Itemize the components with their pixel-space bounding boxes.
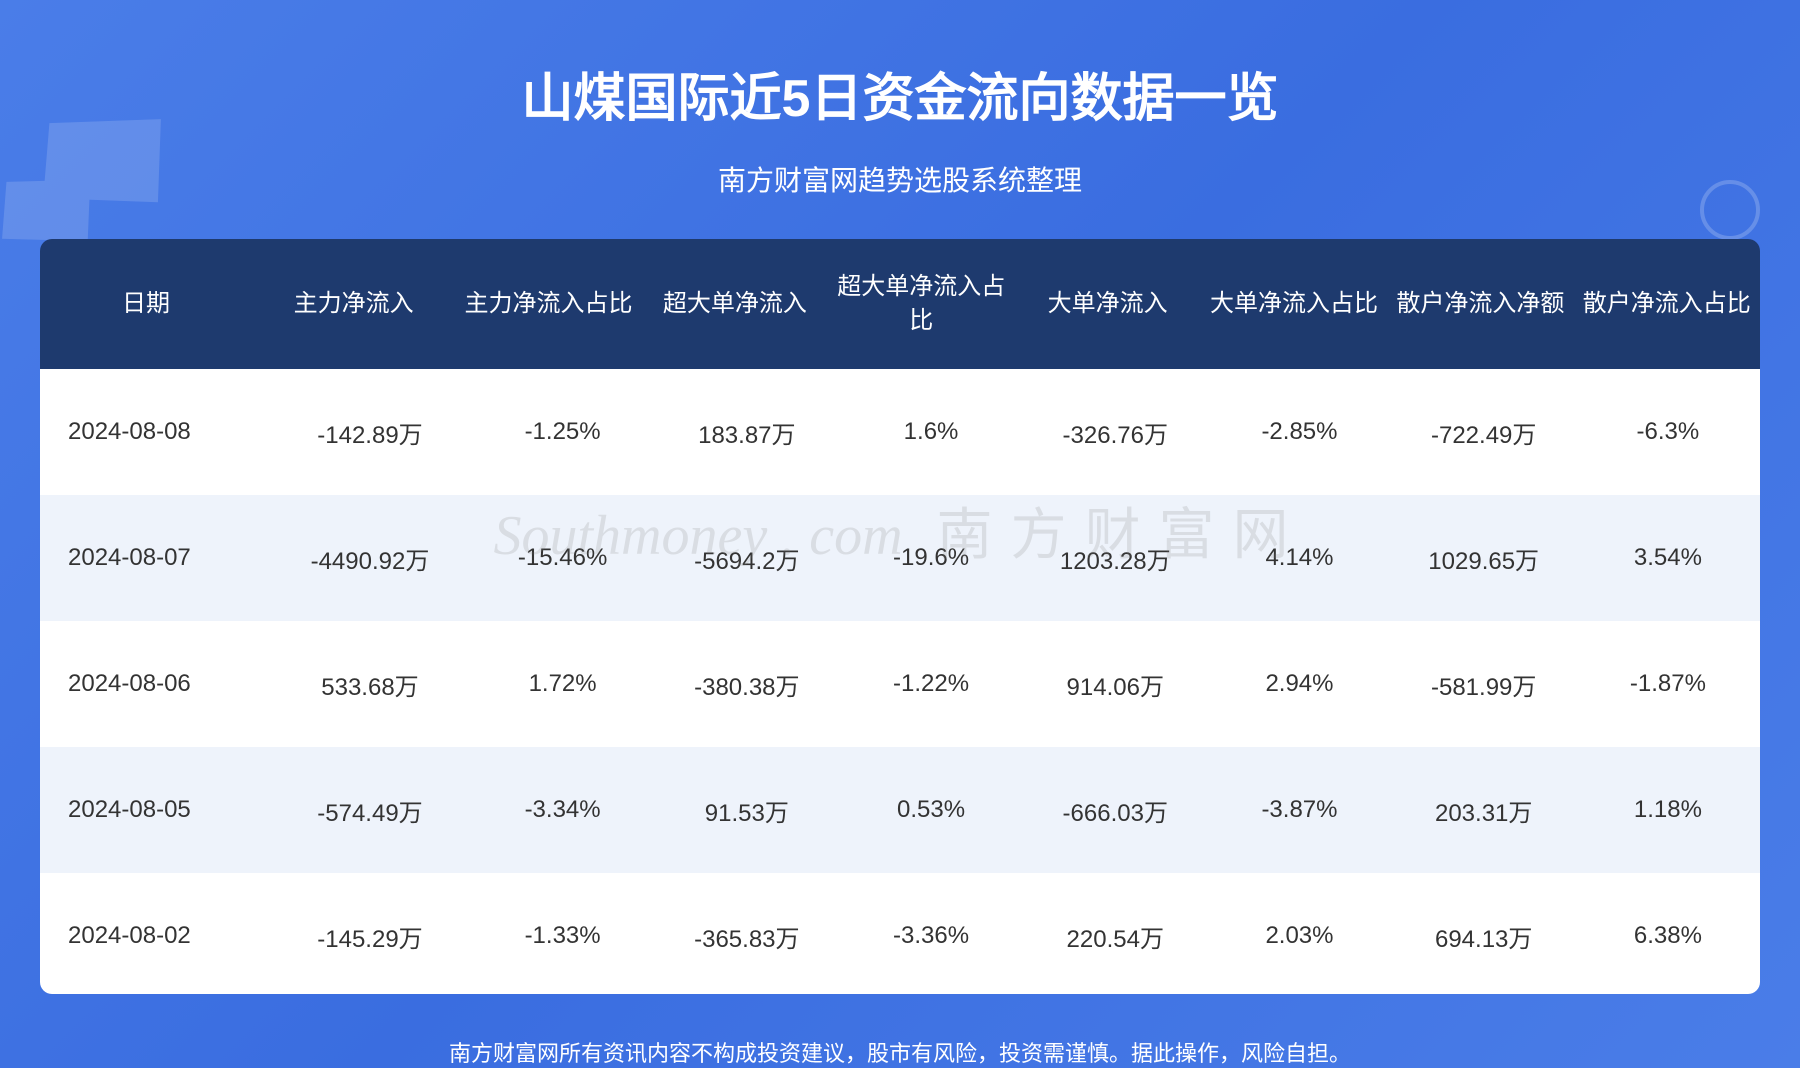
table-cell: -142.89万 xyxy=(269,415,470,450)
table-cell: -326.76万 xyxy=(1023,415,1207,450)
table-cell: 183.87万 xyxy=(655,415,839,450)
table-cell: -380.38万 xyxy=(655,667,839,702)
table-cell: -3.36% xyxy=(839,922,1023,950)
table-cell: 203.31万 xyxy=(1392,793,1576,828)
page-title: 山煤国际近5日资金流向数据一览 xyxy=(522,56,1279,131)
table-cell: 533.68万 xyxy=(269,667,470,702)
table-row: 2024-08-02-145.29万-1.33%-365.83万-3.36%22… xyxy=(40,873,1760,994)
table-row: 2024-08-05-574.49万-3.34%91.53万0.53%-666.… xyxy=(40,747,1760,873)
table-cell: -1.87% xyxy=(1576,670,1760,698)
table-cell: -6.3% xyxy=(1576,418,1760,446)
table-cell: 2024-08-02 xyxy=(40,922,269,950)
table-header-cell: 散户净流入净额 xyxy=(1387,287,1573,321)
table-cell: -2.85% xyxy=(1207,418,1391,446)
table-header-cell: 大单净流入占比 xyxy=(1201,287,1387,321)
table-cell: -15.46% xyxy=(470,544,654,572)
table-row: 2024-08-07-4490.92万-15.46%-5694.2万-19.6%… xyxy=(40,495,1760,621)
table-cell: 0.53% xyxy=(839,796,1023,824)
page-subtitle: 南方财富网趋势选股系统整理 xyxy=(718,159,1082,199)
table-cell: 2.03% xyxy=(1207,922,1391,950)
table-cell: 1.72% xyxy=(470,670,654,698)
table-cell: 2024-08-06 xyxy=(40,670,269,698)
data-table: 日期主力净流入主力净流入占比超大单净流入超大单净流入占比大单净流入大单净流入占比… xyxy=(40,239,1760,994)
table-header-row: 日期主力净流入主力净流入占比超大单净流入超大单净流入占比大单净流入大单净流入占比… xyxy=(40,239,1760,369)
table-cell: -722.49万 xyxy=(1392,415,1576,450)
table-header-cell: 主力净流入占比 xyxy=(455,287,641,321)
table-cell: -1.22% xyxy=(839,670,1023,698)
table-body: 2024-08-08-142.89万-1.25%183.87万1.6%-326.… xyxy=(40,369,1760,994)
table-cell: 2024-08-07 xyxy=(40,544,269,572)
table-cell: -145.29万 xyxy=(269,919,470,954)
table-cell: 4.14% xyxy=(1207,544,1391,572)
table-cell: 6.38% xyxy=(1576,922,1760,950)
table-cell: -666.03万 xyxy=(1023,793,1207,828)
table-cell: 2.94% xyxy=(1207,670,1391,698)
table-cell: -1.25% xyxy=(470,418,654,446)
table-cell: 1.18% xyxy=(1576,796,1760,824)
table-header-cell: 大单净流入 xyxy=(1014,287,1200,321)
table-cell: -574.49万 xyxy=(269,793,470,828)
table-cell: 1.6% xyxy=(839,418,1023,446)
table-header-cell: 日期 xyxy=(40,287,252,321)
main-container: 山煤国际近5日资金流向数据一览 南方财富网趋势选股系统整理 日期主力净流入主力净… xyxy=(0,0,1800,1068)
table-header-cell: 主力净流入 xyxy=(252,287,455,321)
table-cell: 1203.28万 xyxy=(1023,541,1207,576)
table-header-cell: 散户净流入占比 xyxy=(1574,287,1760,321)
disclaimer-text: 南方财富网所有资讯内容不构成投资建议，股市有风险，投资需谨慎。据此操作，风险自担… xyxy=(449,1036,1351,1068)
table-cell: 2024-08-05 xyxy=(40,796,269,824)
table-cell: 220.54万 xyxy=(1023,919,1207,954)
table-cell: -5694.2万 xyxy=(655,541,839,576)
table-cell: -1.33% xyxy=(470,922,654,950)
table-cell: 3.54% xyxy=(1576,544,1760,572)
table-header-cell: 超大单净流入占比 xyxy=(828,270,1014,337)
table-cell: 91.53万 xyxy=(655,793,839,828)
table-cell: -4490.92万 xyxy=(269,541,470,576)
table-cell: 694.13万 xyxy=(1392,919,1576,954)
table-cell: -3.34% xyxy=(470,796,654,824)
table-row: 2024-08-08-142.89万-1.25%183.87万1.6%-326.… xyxy=(40,369,1760,495)
table-row: 2024-08-06533.68万1.72%-380.38万-1.22%914.… xyxy=(40,621,1760,747)
table-cell: -365.83万 xyxy=(655,919,839,954)
table-cell: 1029.65万 xyxy=(1392,541,1576,576)
table-cell: -19.6% xyxy=(839,544,1023,572)
table-cell: -3.87% xyxy=(1207,796,1391,824)
table-cell: 2024-08-08 xyxy=(40,418,269,446)
table-header-cell: 超大单净流入 xyxy=(642,287,828,321)
table-cell: -581.99万 xyxy=(1392,667,1576,702)
table-cell: 914.06万 xyxy=(1023,667,1207,702)
